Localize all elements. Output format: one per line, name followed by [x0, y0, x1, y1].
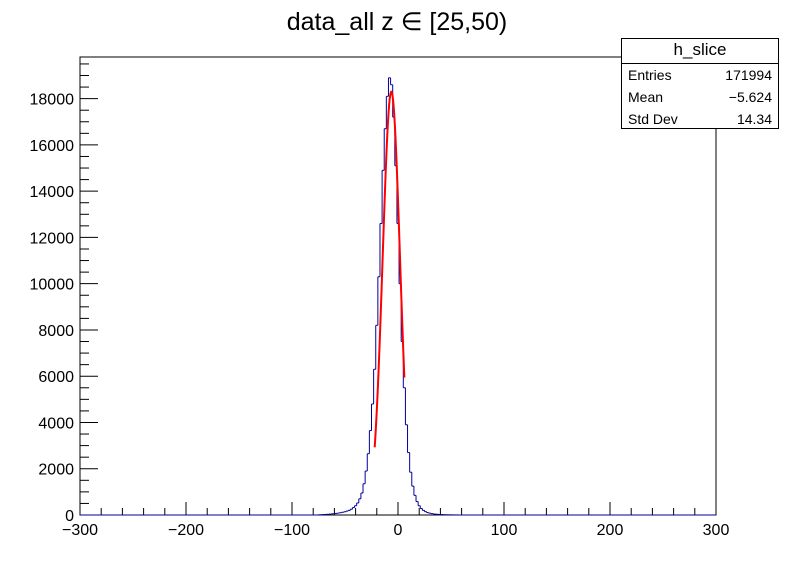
stats-row-stddev: Std Dev 14.34: [622, 108, 778, 130]
y-tick-label: 8000: [38, 323, 74, 340]
y-tick-label: 10000: [30, 277, 75, 294]
x-tick-label: −300: [62, 522, 98, 539]
y-tick-label: 14000: [30, 184, 75, 201]
stats-value: 14.34: [736, 111, 772, 127]
gaussian-fit-curve: [373, 90, 406, 448]
stats-title: h_slice: [622, 39, 778, 64]
y-tick-label: 4000: [38, 415, 74, 432]
y-axis: 0 2000 4000 6000 8000 10000 12000 14000 16000 180…: [30, 63, 98, 525]
stats-label: Mean: [628, 89, 664, 105]
y-tick-label: 0: [65, 508, 74, 525]
x-tick-label: 200: [597, 522, 624, 539]
histogram-layer: [80, 77, 716, 516]
y-tick-label: 2000: [38, 462, 74, 479]
y-tick-label: 6000: [38, 369, 74, 386]
fit-layer: [373, 90, 406, 448]
y-tick-label: 16000: [30, 138, 75, 155]
x-tick-label: −100: [274, 522, 310, 539]
stats-value: 171994: [725, 67, 772, 83]
x-tick-label: 0: [394, 522, 403, 539]
x-tick-label: −200: [168, 522, 204, 539]
x-axis: −300 −200 −100 0 100 200 300: [62, 502, 729, 539]
chart-title: data_all z ∈ [25,50): [287, 8, 508, 36]
y-tick-label: 12000: [30, 230, 75, 247]
stats-value: −5.624: [728, 89, 772, 105]
x-tick-label: 100: [491, 522, 518, 539]
stats-label: Std Dev: [628, 111, 678, 127]
stats-row-mean: Mean −5.624: [622, 86, 778, 108]
stats-label: Entries: [628, 67, 672, 83]
stats-box: h_slice Entries 171994 Mean −5.624 Std D…: [621, 38, 779, 129]
x-tick-label: 300: [703, 522, 730, 539]
stats-row-entries: Entries 171994: [622, 64, 778, 86]
y-tick-label: 18000: [30, 92, 75, 109]
